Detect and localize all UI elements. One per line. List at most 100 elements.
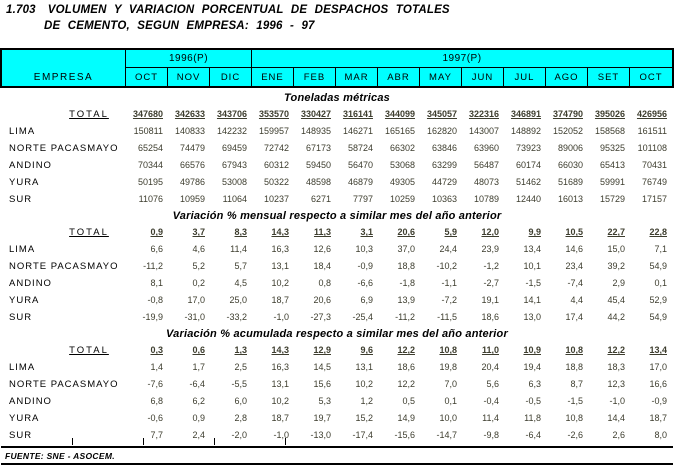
value-cell: 66030	[557, 160, 583, 170]
value-cell: -0,6	[147, 413, 163, 423]
value-cell: 13,4	[649, 345, 667, 355]
value-cell: 353570	[258, 109, 289, 119]
scan-artifact-tick	[214, 438, 215, 445]
value-cell: 18,7	[271, 413, 289, 423]
value-cell: 16,3	[271, 244, 289, 254]
value-cell: -27,3	[310, 312, 331, 322]
table-section-0: Toneladas métricas TOTAL 347680 342633 34370…	[1, 90, 673, 208]
value-cell: 344099	[384, 109, 415, 119]
value-cell: 6271	[310, 194, 331, 204]
row-label: SUR	[9, 430, 33, 441]
value-cell: -1,0	[609, 396, 625, 406]
value-cell: 101108	[637, 143, 667, 153]
value-cell: 13,1	[271, 261, 289, 271]
value-cell: 56487	[473, 160, 499, 170]
row-label: YURA	[9, 177, 40, 188]
row-label: ANDINO	[9, 396, 52, 407]
value-cell: 143007	[468, 126, 499, 136]
value-cell: -13,0	[310, 430, 331, 440]
value-cell: 19,4	[523, 362, 541, 372]
table-body: Toneladas métricas TOTAL 347680 342633 34370…	[1, 90, 673, 444]
value-cell: 346891	[510, 109, 541, 119]
value-cell: 10237	[263, 194, 289, 204]
value-cell: 8,7	[570, 379, 583, 389]
value-cell: 0,1	[444, 396, 457, 406]
value-cell: 56470	[347, 160, 373, 170]
value-cell: 54,9	[649, 261, 667, 271]
value-cell: -1,8	[399, 278, 415, 288]
value-cell: 20,4	[481, 362, 499, 372]
value-cell: 10,2	[355, 379, 373, 389]
value-cell: 22,7	[607, 227, 625, 237]
table-row-norte-pacasmayo: NORTE PACASMAYO 65254 74479 69459 72742 67173…	[1, 140, 673, 157]
value-cell: 14,1	[523, 295, 541, 305]
value-cell: 76749	[641, 177, 667, 187]
month-header-1997-abr: ABR	[378, 68, 420, 86]
value-cell: 13,4	[523, 244, 541, 254]
value-cell: 66302	[389, 143, 415, 153]
row-label: LIMA	[9, 362, 36, 373]
value-cell: 13,9	[397, 295, 415, 305]
value-cell: 1,3	[234, 345, 247, 355]
value-cell: 10,1	[523, 261, 541, 271]
table-row-andino: ANDINO 8,1 0,2 4,5 10,2 0,8 -6,6 -1,8 -1,1 -2,7 -1…	[1, 275, 673, 292]
table-row-lima: LIMA 1,4 1,7 2,5 16,3 14,5 13,1 18,6 19,8 20,4 19,…	[1, 359, 673, 376]
table-row-sur: SUR 11076 10959 11064 10237 6271 7797 10259 1036…	[1, 191, 673, 208]
table-section-2: Variación % acumulada respecto a similar…	[1, 326, 673, 444]
value-cell: 60174	[515, 160, 541, 170]
value-cell: 148935	[300, 126, 331, 136]
section-title: Variación % acumulada respecto a similar…	[166, 328, 508, 340]
value-cell: 7,0	[444, 379, 457, 389]
value-cell: -1,5	[567, 396, 583, 406]
value-cell: 25,0	[229, 295, 247, 305]
value-cell: 70431	[641, 160, 667, 170]
value-cell: 49786	[179, 177, 205, 187]
value-cell: 67943	[221, 160, 247, 170]
value-cell: 12,3	[607, 379, 625, 389]
value-cell: 14,9	[397, 413, 415, 423]
value-cell: 0,3	[150, 345, 163, 355]
value-cell: -19,9	[142, 312, 163, 322]
value-cell: 14,6	[565, 244, 583, 254]
value-cell: 5,2	[192, 261, 205, 271]
value-cell: 95325	[599, 143, 625, 153]
value-cell: -9,8	[483, 430, 499, 440]
section-title: Toneladas métricas	[284, 92, 390, 104]
value-cell: -7,6	[147, 379, 163, 389]
value-cell: 65254	[137, 143, 163, 153]
value-cell: 0,9	[150, 227, 163, 237]
table-row-yura: YURA 50195 49786 53008 50322 48598 46879 49305 4…	[1, 174, 673, 191]
row-label: TOTAL	[69, 227, 109, 238]
value-cell: 5,9	[444, 227, 457, 237]
value-cell: 8,0	[654, 430, 667, 440]
month-header-1997-ene: ENE	[252, 68, 294, 86]
value-cell: 18,6	[397, 362, 415, 372]
month-header-1997-ago: AGO	[546, 68, 588, 86]
row-label: NORTE PACASMAYO	[9, 379, 119, 390]
value-cell: 16,3	[271, 362, 289, 372]
value-cell: -10,2	[436, 261, 457, 271]
value-cell: 44,2	[607, 312, 625, 322]
value-cell: 89006	[557, 143, 583, 153]
value-cell: 65413	[599, 160, 625, 170]
value-cell: -15,6	[394, 430, 415, 440]
value-cell: 11064	[222, 194, 247, 204]
value-cell: 2,5	[234, 362, 247, 372]
table-row-total: TOTAL 347680 342633 343706 353570 330427 31614…	[1, 106, 673, 123]
value-cell: 10259	[389, 194, 415, 204]
month-header-1996-dic: DIC	[210, 68, 252, 86]
value-cell: 53008	[221, 177, 247, 187]
value-cell: 0,9	[192, 413, 205, 423]
value-cell: 10,8	[565, 345, 583, 355]
value-cell: 161511	[637, 126, 667, 136]
year-group-1996: 1996(P)	[126, 50, 252, 68]
value-cell: 6,2	[192, 396, 205, 406]
value-cell: 14,5	[313, 362, 331, 372]
value-cell: 63846	[431, 143, 457, 153]
row-label: NORTE PACASMAYO	[9, 261, 119, 272]
value-cell: 162820	[426, 126, 457, 136]
value-cell: 2,4	[192, 430, 205, 440]
value-cell: 7797	[352, 194, 373, 204]
value-cell: 13,0	[523, 312, 541, 322]
